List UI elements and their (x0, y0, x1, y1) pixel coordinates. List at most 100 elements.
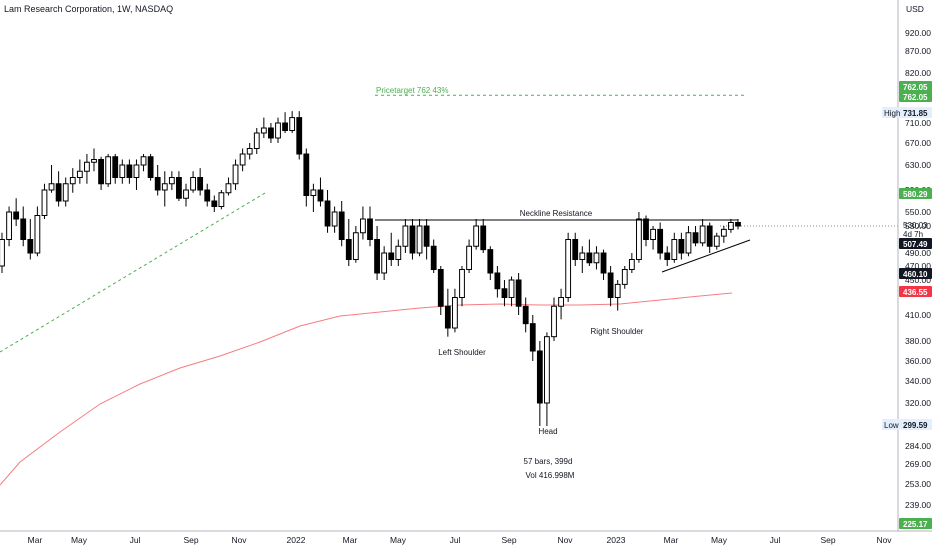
candle[interactable] (607, 266, 614, 307)
support-trendline[interactable] (661, 239, 751, 273)
candle[interactable] (614, 280, 621, 311)
price-badge-green[interactable]: 580.29 (899, 188, 932, 199)
candle[interactable] (402, 219, 409, 253)
candle[interactable] (664, 246, 671, 266)
price-badge-green[interactable]: 225.17 (899, 518, 932, 529)
candle[interactable] (275, 117, 281, 143)
candle[interactable] (119, 159, 126, 184)
price-badge-countdown[interactable]: 4d 7h (903, 230, 923, 239)
candle[interactable] (324, 190, 331, 233)
candle[interactable] (416, 219, 423, 257)
price-badge-target[interactable]: 762.05 (899, 81, 932, 92)
candle[interactable] (260, 117, 267, 138)
candle[interactable] (282, 112, 288, 133)
candle[interactable] (558, 288, 564, 320)
candle[interactable] (183, 183, 189, 207)
candle[interactable] (98, 156, 104, 190)
candle[interactable] (41, 183, 48, 219)
price-badge-target[interactable]: 762.05 (899, 91, 932, 102)
candle[interactable] (48, 165, 55, 193)
candle[interactable] (678, 232, 685, 260)
candle[interactable] (69, 168, 76, 193)
candle[interactable] (55, 171, 62, 207)
candle[interactable] (345, 219, 352, 266)
candle[interactable] (728, 219, 734, 233)
candle[interactable] (367, 206, 373, 247)
candle[interactable] (161, 171, 168, 207)
candle[interactable] (0, 232, 5, 273)
candle[interactable] (360, 206, 366, 240)
candle[interactable] (586, 239, 593, 267)
candle[interactable] (544, 332, 550, 426)
candle[interactable] (430, 239, 437, 274)
candle[interactable] (699, 219, 706, 247)
price-badge-low[interactable]: 299.59 Low (882, 419, 932, 430)
candle[interactable] (437, 266, 444, 315)
candle[interactable] (310, 183, 317, 212)
candle[interactable] (466, 239, 472, 274)
price-badge-black[interactable]: 460.10 (899, 268, 932, 279)
candle[interactable] (444, 288, 451, 337)
candle[interactable] (593, 246, 600, 270)
candle[interactable] (409, 219, 416, 260)
price-badge-black[interactable]: 507.49 (899, 238, 932, 249)
candle[interactable] (84, 154, 90, 184)
candle[interactable] (423, 219, 430, 260)
candle[interactable] (671, 232, 678, 263)
candle[interactable] (34, 206, 41, 257)
candle[interactable] (126, 159, 133, 184)
candle[interactable] (317, 177, 324, 207)
candle[interactable] (628, 253, 635, 273)
candle[interactable] (657, 222, 664, 260)
candle[interactable] (147, 154, 154, 181)
candle[interactable] (303, 148, 310, 207)
candle[interactable] (692, 226, 699, 247)
candle[interactable] (374, 226, 380, 280)
price-badge-current-plain[interactable]: 530.03 (903, 221, 928, 230)
candle[interactable] (232, 159, 239, 191)
candle[interactable] (395, 239, 402, 267)
candle[interactable] (27, 219, 34, 260)
candle[interactable] (459, 266, 465, 307)
candle[interactable] (239, 148, 246, 172)
candle[interactable] (338, 201, 345, 247)
candle[interactable] (494, 266, 501, 298)
candle[interactable] (154, 165, 161, 196)
candle[interactable] (225, 177, 232, 196)
candle[interactable] (204, 183, 211, 207)
candle[interactable] (487, 246, 494, 280)
candle[interactable] (168, 171, 175, 190)
candle[interactable] (529, 315, 536, 361)
candles-layer[interactable] (0, 111, 741, 426)
candle[interactable] (211, 195, 218, 213)
candle[interactable] (190, 171, 196, 193)
candle[interactable] (140, 154, 147, 172)
candle[interactable] (197, 168, 204, 196)
candle[interactable] (253, 128, 260, 154)
time-axis[interactable]: Mar May Jul Sep Nov 2022 Mar May Jul Sep Nov 2023 Ma… (28, 535, 893, 545)
candle[interactable] (536, 341, 543, 426)
candle[interactable] (565, 232, 572, 302)
candle[interactable] (473, 219, 480, 250)
candle[interactable] (6, 206, 12, 247)
candle[interactable] (331, 206, 338, 233)
candle[interactable] (62, 177, 69, 207)
candle[interactable] (515, 273, 522, 315)
candle[interactable] (176, 171, 182, 201)
candle[interactable] (112, 154, 119, 184)
candle[interactable] (13, 198, 20, 226)
candle[interactable] (713, 232, 720, 250)
candle[interactable] (579, 246, 586, 273)
candle[interactable] (133, 159, 140, 191)
candle[interactable] (685, 226, 692, 257)
candle[interactable] (289, 111, 296, 133)
candle[interactable] (268, 123, 274, 143)
candle[interactable] (352, 226, 359, 263)
candle[interactable] (76, 159, 83, 184)
candle[interactable] (91, 148, 97, 172)
candle[interactable] (501, 280, 508, 307)
candle[interactable] (105, 154, 112, 187)
price-axis[interactable]: 920.00870.00820.00760.00710.00670.00630.… (882, 28, 932, 529)
